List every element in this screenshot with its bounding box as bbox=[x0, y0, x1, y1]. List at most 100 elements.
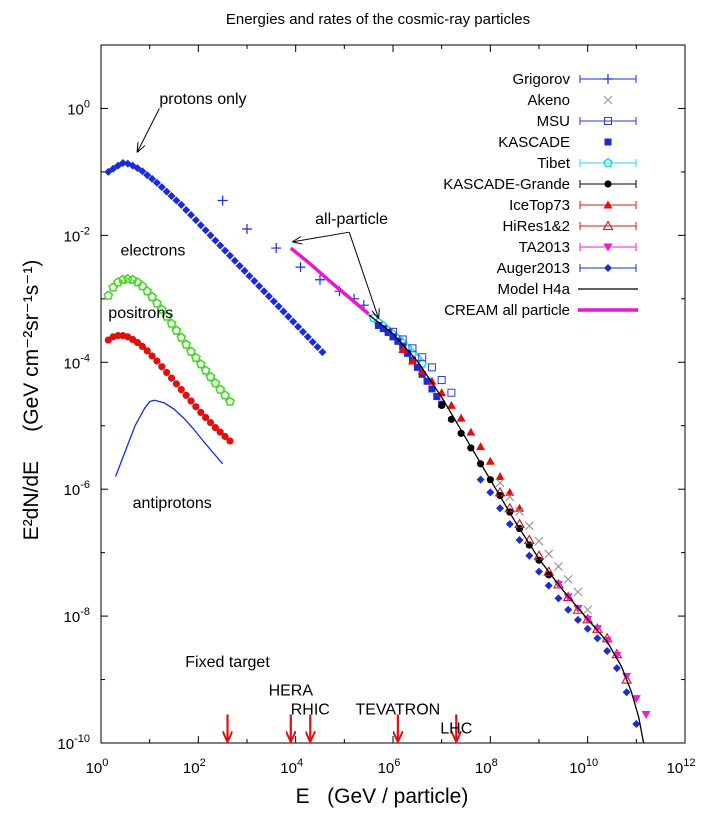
positrons-point bbox=[143, 347, 151, 355]
auger2013-point bbox=[612, 664, 621, 673]
legend-item: KASCADE-Grande bbox=[443, 176, 637, 193]
kascade-point bbox=[404, 349, 412, 357]
electrons-point bbox=[132, 277, 143, 287]
protons-only-point bbox=[211, 236, 220, 245]
icetop73-point bbox=[495, 471, 505, 480]
protons-only-point bbox=[308, 337, 317, 346]
y-axis-label-main: E²dN/dE bbox=[20, 461, 43, 540]
legend-swatch bbox=[604, 264, 612, 272]
series-electrons bbox=[103, 273, 235, 406]
grigorov-point bbox=[242, 224, 252, 235]
legend-item: KASCADE bbox=[498, 134, 612, 151]
grigorov-point bbox=[217, 195, 228, 206]
legend-swatch bbox=[604, 180, 612, 188]
legend-label: Tibet bbox=[537, 155, 571, 172]
icetop73-point bbox=[485, 456, 495, 465]
hires1-2-point bbox=[543, 566, 555, 576]
protons-only-point bbox=[109, 164, 118, 173]
akeno-point bbox=[505, 492, 515, 502]
positrons-point bbox=[226, 437, 234, 445]
protons-only-point bbox=[118, 159, 127, 168]
annotation-arrow bbox=[348, 232, 378, 318]
y-tick-label: 10-8 bbox=[64, 606, 90, 626]
positrons-point bbox=[206, 418, 215, 427]
electrons-point bbox=[113, 277, 123, 287]
legend-item: HiRes1&2 bbox=[502, 218, 637, 235]
msu-point bbox=[398, 335, 407, 344]
legend-swatch bbox=[602, 220, 614, 231]
antiprotons-line bbox=[114, 399, 224, 477]
protons-only-point bbox=[138, 167, 147, 176]
legend-label: HiRes1&2 bbox=[502, 218, 570, 235]
protons-only-point bbox=[191, 216, 200, 225]
x-tick-label: 106 bbox=[378, 757, 401, 777]
accelerator-label: HERA bbox=[269, 682, 314, 699]
icetop73-point bbox=[407, 356, 417, 365]
protons-only-point bbox=[260, 287, 269, 296]
legend-item: CREAM all particle bbox=[444, 302, 638, 319]
kascade-point bbox=[389, 333, 397, 341]
legend-item: MSU bbox=[537, 113, 637, 130]
legend-item: IceTop73 bbox=[509, 197, 637, 214]
auger2013-point bbox=[515, 535, 524, 544]
grigorov-point bbox=[295, 262, 306, 273]
legend-label: MSU bbox=[537, 113, 570, 130]
kascade-point bbox=[384, 328, 392, 336]
legend-item: Auger2013 bbox=[497, 260, 637, 277]
kascade-grande-point bbox=[457, 429, 465, 437]
legend-label: CREAM all particle bbox=[444, 302, 570, 319]
protons-only-point bbox=[143, 171, 152, 180]
series-auger2013 bbox=[476, 475, 641, 728]
auger2013-point bbox=[486, 488, 495, 497]
icetop73-point bbox=[398, 345, 408, 354]
electrons-point bbox=[215, 384, 226, 394]
icetop73-point bbox=[505, 487, 515, 496]
ta2013-point bbox=[641, 710, 651, 719]
protons-only-point bbox=[250, 277, 259, 286]
electrons-point bbox=[117, 274, 128, 285]
legend-swatch bbox=[603, 243, 613, 252]
positrons-point bbox=[138, 342, 146, 351]
annotations: protons only electrons positrons antiproton… bbox=[108, 91, 472, 741]
kascade-point bbox=[374, 321, 382, 329]
y-tick-label: 10-10 bbox=[57, 733, 90, 753]
protons-only-point bbox=[284, 312, 293, 321]
legend-swatch bbox=[603, 200, 613, 209]
legend-item: Akeno bbox=[527, 92, 613, 109]
legend-swatch bbox=[604, 138, 612, 146]
y-tick-label: 10-4 bbox=[64, 352, 90, 372]
protons-only-point bbox=[255, 282, 264, 291]
auger2013-point bbox=[505, 520, 514, 529]
auger2013-point bbox=[583, 624, 592, 633]
x-axis-ticks: 100 102 104 106 108 1010 1012 bbox=[86, 45, 695, 777]
msu-point bbox=[437, 376, 446, 385]
annotation-antiprotons: antiprotons bbox=[133, 495, 212, 512]
hires1-2-point bbox=[621, 673, 633, 684]
protons-only-point bbox=[133, 164, 142, 173]
legend-label: Auger2013 bbox=[497, 260, 570, 277]
icetop73-point bbox=[427, 376, 437, 385]
x-tick-label: 1010 bbox=[569, 757, 598, 777]
protons-only-point bbox=[182, 205, 191, 214]
msu-point bbox=[389, 327, 397, 336]
protons-only-point bbox=[167, 192, 176, 201]
protons-only-point bbox=[235, 261, 244, 270]
legend-item: TA2013 bbox=[519, 239, 637, 256]
protons-only-point bbox=[148, 174, 157, 183]
akeno-point bbox=[583, 605, 593, 615]
positrons-point bbox=[153, 357, 161, 365]
protons-only-point bbox=[313, 343, 322, 352]
icetop73-point bbox=[446, 400, 456, 409]
series-protons-only bbox=[104, 159, 327, 357]
legend-label: KASCADE bbox=[498, 134, 570, 151]
ta2013-point bbox=[573, 604, 583, 613]
annotation-all-particle: all-particle bbox=[315, 211, 388, 228]
akeno-point bbox=[544, 549, 554, 559]
series-akeno bbox=[495, 478, 593, 615]
legend-label: KASCADE-Grande bbox=[443, 176, 570, 193]
auger2013-point bbox=[573, 615, 582, 624]
x-tick-label: 100 bbox=[86, 757, 109, 777]
electrons-point bbox=[137, 280, 148, 291]
hires1-2-point bbox=[572, 604, 584, 614]
